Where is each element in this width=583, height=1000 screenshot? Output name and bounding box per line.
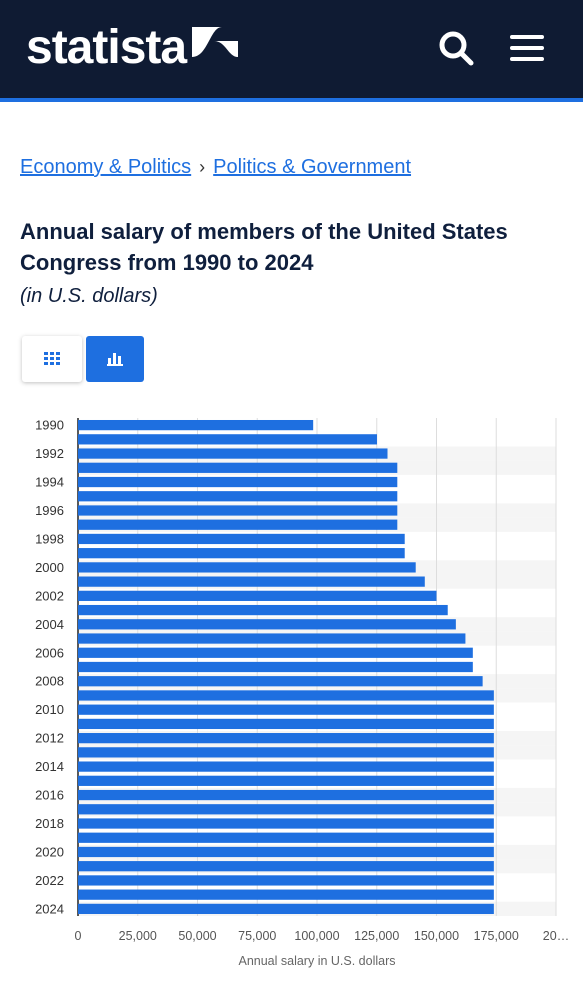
bar-2000[interactable]: [78, 562, 416, 573]
breadcrumb-link-politics-government[interactable]: Politics & Government: [213, 156, 412, 178]
bar-1997[interactable]: [78, 519, 398, 530]
bar-2024[interactable]: [78, 903, 494, 915]
y-tick-label: 2014: [35, 759, 64, 774]
x-tick-label: 150,000: [414, 929, 459, 943]
y-tick-label: 2022: [35, 873, 64, 888]
chart-view-tab[interactable]: [86, 336, 144, 382]
bar-2007[interactable]: [78, 661, 473, 673]
bar-2014[interactable]: [78, 761, 494, 772]
x-tick-label: 25,000: [119, 929, 157, 943]
search-icon[interactable]: [438, 30, 474, 66]
y-tick-label: 2000: [35, 560, 64, 575]
y-tick-label: 2018: [35, 816, 64, 831]
y-tick-label: 1998: [35, 531, 64, 546]
x-axis-label: Annual salary in U.S. dollars: [238, 954, 395, 968]
bar-2021[interactable]: [78, 861, 494, 872]
logo-text: statista: [26, 21, 187, 74]
bar-2012[interactable]: [78, 733, 494, 744]
bar-1991[interactable]: [78, 434, 377, 445]
x-tick-label: 75,000: [238, 929, 276, 943]
bar-1998[interactable]: [78, 533, 405, 545]
x-tick-label: 0: [75, 929, 82, 943]
x-tick-label: 175,000: [474, 929, 519, 943]
bar-1993[interactable]: [78, 462, 398, 473]
bar-2003[interactable]: [78, 604, 448, 616]
x-tick-label: 125,000: [354, 929, 399, 943]
y-tick-label: 2016: [35, 788, 64, 803]
y-tick-label: 2024: [35, 901, 64, 916]
bar-2006[interactable]: [78, 647, 473, 658]
bar-2019[interactable]: [78, 832, 494, 843]
y-tick-label: 2004: [35, 617, 64, 632]
bar-2018[interactable]: [78, 818, 494, 829]
bar-chart-icon: [107, 353, 123, 366]
y-tick-label: 1992: [35, 446, 64, 461]
y-tick-label: 2002: [35, 588, 64, 603]
bar-2005[interactable]: [78, 633, 466, 644]
bar-2013[interactable]: [78, 747, 494, 758]
bar-2008[interactable]: [78, 676, 483, 687]
bar-2010[interactable]: [78, 704, 494, 715]
bar-2017[interactable]: [78, 804, 494, 815]
bar-2020[interactable]: [78, 846, 494, 858]
y-tick-label: 2012: [35, 731, 64, 746]
breadcrumb-separator: ›: [199, 157, 206, 177]
y-tick-label: 2010: [35, 702, 64, 717]
bar-2022[interactable]: [78, 875, 494, 886]
statista-logo[interactable]: statista: [26, 21, 239, 74]
page-subtitle: (in U.S. dollars): [20, 285, 158, 307]
bar-1999[interactable]: [78, 548, 405, 559]
table-view-tab[interactable]: [22, 336, 82, 382]
statista-logo-mark-icon: [192, 27, 239, 69]
bar-2016[interactable]: [78, 789, 494, 801]
bar-2023[interactable]: [78, 889, 494, 900]
bar-2004[interactable]: [78, 619, 456, 630]
y-tick-label: 2006: [35, 645, 64, 660]
y-tick-label: 2020: [35, 844, 64, 859]
y-tick-label: 1990: [35, 418, 64, 433]
page-title: Annual salary of members of the United S…: [20, 219, 508, 275]
breadcrumb-link-economy-politics[interactable]: Economy & Politics: [20, 156, 192, 178]
bar-2011[interactable]: [78, 718, 494, 730]
bar-2015[interactable]: [78, 775, 494, 786]
bar-chart: 1990 1992 1994 1996 1998 2000 2002 2004 2006 2008…: [35, 418, 569, 968]
y-tick-label: 2008: [35, 674, 64, 689]
site-header: statista: [0, 0, 583, 102]
table-grid-icon: [44, 352, 60, 365]
bar-2009[interactable]: [78, 690, 494, 701]
y-tick-label: 1996: [35, 503, 64, 518]
bar-1992[interactable]: [78, 448, 388, 459]
bar-1990[interactable]: [78, 419, 314, 431]
bar-1994[interactable]: [78, 476, 398, 488]
bar-2002[interactable]: [78, 590, 437, 601]
hamburger-menu-icon[interactable]: [508, 32, 546, 64]
bar-2001[interactable]: [78, 576, 425, 587]
breadcrumb: Economy & Politics › Politics & Governme…: [20, 156, 411, 179]
x-tick-label: 100,000: [294, 929, 339, 943]
y-tick-label: 1994: [35, 475, 64, 490]
bar-1996[interactable]: [78, 505, 398, 516]
x-tick-label: 50,000: [178, 929, 216, 943]
bar-1995[interactable]: [78, 491, 398, 502]
x-tick-label: 20…: [543, 929, 569, 943]
